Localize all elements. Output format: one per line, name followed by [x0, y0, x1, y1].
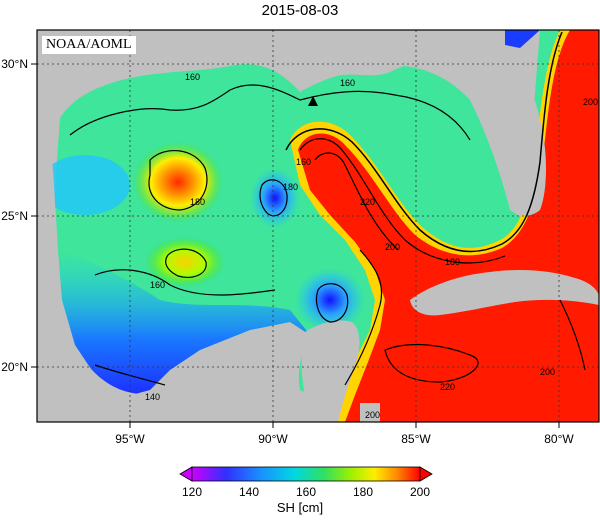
contour-label: 200 — [385, 242, 400, 252]
contour-lines — [69, 31, 586, 386]
south-low-region — [58, 250, 310, 398]
us-coast — [37, 30, 505, 125]
colorbar-tick-label: 160 — [296, 485, 316, 499]
colorbar-tick-label: 200 — [410, 485, 430, 499]
contour-label: 180 — [190, 197, 205, 207]
lat-tick-label: 20°N — [1, 360, 28, 374]
contour-label: 160 — [185, 72, 200, 82]
lat-tick-label: 30°N — [1, 57, 28, 71]
triangle-marker — [308, 96, 318, 106]
contour-label: 160 — [296, 157, 311, 167]
cuba — [410, 270, 599, 316]
colorbar-tick-label: 180 — [353, 485, 373, 499]
map-title: 2015-08-03 — [261, 2, 339, 19]
contour-label: 200 — [583, 97, 598, 107]
mexico-coast — [37, 125, 335, 422]
lat-tick-label: 25°N — [1, 209, 28, 223]
colorbar-low-arrow — [179, 466, 193, 482]
colorbar-ticks: 120 140 160 180 200 — [182, 485, 430, 499]
colorbar-high-arrow — [419, 466, 433, 482]
contour-label: 140 — [145, 392, 160, 402]
plot-frame — [36, 29, 600, 423]
lon-tick-label: 95°W — [115, 432, 145, 446]
contour-label: 220 — [360, 197, 375, 207]
lon-tick-label: 85°W — [401, 432, 431, 446]
sea-height-map: 160 160 180 180 160 220 200 180 160 200 … — [1, 29, 600, 446]
colorbar-label: SH [cm] — [276, 500, 324, 515]
colorbar-tick-label: 140 — [239, 485, 259, 499]
colorbar-gradient — [191, 466, 421, 482]
loop-current-core — [298, 30, 599, 422]
cold-eddy-center — [250, 168, 300, 228]
contour-label: 200 — [365, 410, 380, 420]
west-low — [40, 155, 130, 215]
contour-label: 180 — [283, 182, 298, 192]
colorbar: 120 140 160 180 200 — [179, 466, 433, 499]
central-america — [360, 403, 380, 422]
colorbar-tick-label: 120 — [182, 485, 202, 499]
contour-label: 160 — [340, 78, 355, 88]
contour-label: 200 — [540, 367, 555, 377]
lon-tick-label: 80°W — [544, 432, 574, 446]
contour-label-group: 160 160 180 180 160 220 200 180 160 200 … — [145, 72, 598, 420]
atlantic-low — [505, 30, 540, 48]
contour-label: 180 — [445, 257, 460, 267]
yucatan-peninsula — [301, 320, 360, 422]
grid-lines — [37, 30, 599, 422]
contour-label: 160 — [150, 280, 165, 290]
florida-peninsula — [455, 50, 546, 216]
tick-marks — [31, 63, 560, 428]
warm-eddy-south — [145, 237, 225, 287]
credit-label: NOAA/AOML — [42, 36, 136, 54]
contour-label: 220 — [440, 382, 455, 392]
lon-tick-label: 90°W — [258, 432, 288, 446]
cold-eddy-campeche — [295, 268, 365, 332]
